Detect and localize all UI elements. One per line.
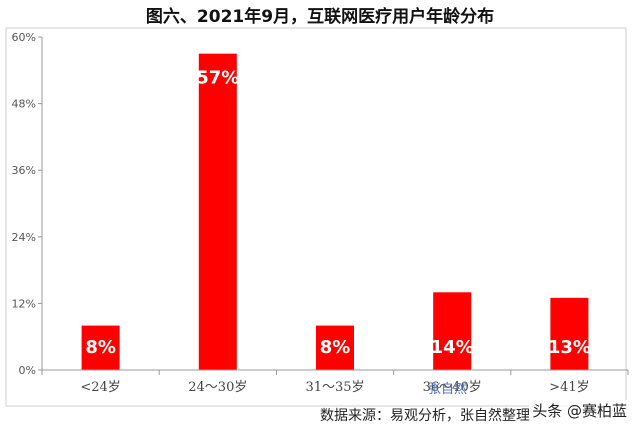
y-tick-label: 0% (19, 364, 36, 377)
bar (81, 325, 120, 370)
x-tick-label: >41岁 (549, 380, 589, 395)
data-label: 14% (431, 337, 474, 358)
bars: 8% 57% 8% 14% 13% (81, 53, 591, 371)
bar (316, 325, 354, 370)
y-tick-label: 24% (12, 231, 36, 244)
overlay-name-text: 张自然 (428, 382, 468, 397)
bar (550, 297, 589, 370)
x-tick-label: 24～30岁 (188, 380, 247, 395)
watermark: 头条 @赛柏蓝 (529, 400, 630, 421)
x-tick-label: 31～35岁 (305, 380, 364, 395)
plot-frame (5, 27, 627, 407)
data-label: 8% (85, 337, 116, 358)
bar (433, 292, 472, 370)
y-tick-label: 48% (12, 98, 36, 111)
source-note: 数据来源：易观分析，张自然整理 (320, 408, 530, 424)
y-tick-label: 60% (12, 31, 36, 44)
data-label: 57% (196, 68, 239, 89)
data-label: 13% (548, 337, 591, 358)
chart-title: 图六、2021年9月，互联网医疗用户年龄分布 (145, 7, 495, 27)
y-axis: 0% 12% 24% 36% 48% 60% (12, 31, 43, 377)
x-tick-label: <24岁 (80, 380, 120, 395)
x-tick-label: 36～40岁 (423, 380, 482, 395)
y-tick-label: 12% (12, 297, 36, 310)
y-tick-label: 36% (12, 164, 36, 177)
bar (198, 53, 237, 371)
data-label: 8% (320, 337, 351, 358)
x-axis: <24岁 24～30岁 31～35岁 36～40岁 >41岁 (41, 369, 629, 395)
